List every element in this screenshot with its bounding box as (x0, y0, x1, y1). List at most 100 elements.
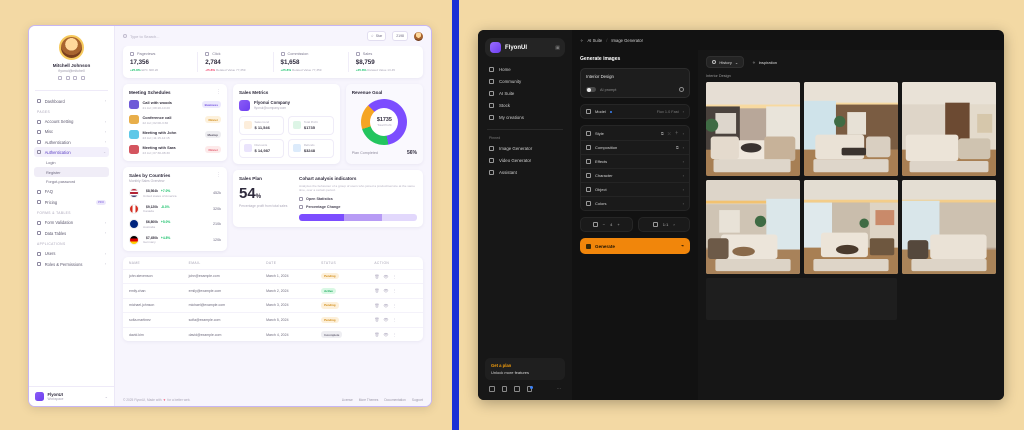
get-a-plan-card[interactable]: Get a plan Unlock more features (485, 358, 565, 380)
nav-item-ai-suite[interactable]: AI Suite (485, 88, 565, 100)
star-button[interactable]: ☆ Star (366, 31, 387, 41)
help-icon[interactable] (489, 386, 495, 392)
more-vertical-icon[interactable]: ⋮ (392, 332, 397, 338)
generated-image[interactable] (706, 82, 800, 177)
panel-collapse-icon[interactable]: ▣ (555, 44, 560, 51)
inspiration-button[interactable]: ✧ Inspiration (752, 60, 777, 65)
sidebar-item-data-tables[interactable]: Data Tables › (34, 228, 109, 238)
option-style[interactable]: Style ⧉ ⤫ ＋ › (581, 126, 689, 140)
eye-icon[interactable]: 👁 (383, 332, 389, 338)
more-vertical-icon[interactable]: ⋮ (392, 273, 397, 279)
plus-icon[interactable]: ＋ (674, 130, 679, 136)
meeting-item[interactable]: Meeting with Sara 23 Jul | 07:30-08:30 Di… (129, 145, 221, 155)
sidebar-item-account-setting[interactable]: Account Setting › (34, 117, 109, 127)
option-character[interactable]: Character › (581, 168, 689, 182)
link-icon[interactable] (73, 76, 78, 80)
more-vertical-icon[interactable]: ⋮ (392, 288, 397, 294)
eye-icon[interactable]: 👁 (383, 302, 389, 308)
nav-item-stock[interactable]: Stock (485, 99, 565, 111)
history-dropdown[interactable]: History ⌄ (706, 56, 745, 69)
image-count-stepper[interactable]: − 4 + (580, 217, 633, 233)
sidebar-item-roles-permissions[interactable]: Roles & Permissions › (34, 259, 109, 269)
sidebar-item-pricing[interactable]: Pricing PRO (34, 197, 109, 207)
footer-link-license[interactable]: License (341, 398, 353, 402)
pinned-item-video-generator[interactable]: Video Generator (485, 155, 565, 167)
more-icon[interactable]: ⋯ (556, 386, 561, 391)
breadcrumb-root[interactable]: AI Suite (587, 37, 603, 43)
kpi-note: EPC 308.20 (141, 67, 159, 72)
trash-icon[interactable]: 🗑 (374, 332, 380, 338)
share-icon[interactable]: ⌁ (681, 243, 684, 249)
footer-link-more-themes[interactable]: More Themes (358, 398, 379, 402)
trash-icon[interactable]: 🗑 (374, 317, 380, 323)
meeting-item[interactable]: Call with woods 21 Jul | 08:20-10:20 Busi… (129, 100, 221, 110)
aspect-ratio-selector[interactable]: 1:1 › (637, 217, 690, 233)
option-effects[interactable]: Effects › (581, 154, 689, 168)
open-statistics-row[interactable]: Open Statistics (299, 197, 417, 202)
ai-prompt-toggle[interactable] (586, 87, 596, 93)
eye-icon[interactable]: 👁 (383, 317, 389, 323)
sidebar-subitem-login[interactable]: Login (46, 159, 56, 165)
nav-item-my-creations[interactable]: My creations (485, 111, 565, 123)
generated-image[interactable] (804, 82, 898, 177)
ai-brand[interactable]: FlyonUI ▣ (485, 38, 565, 57)
globe-icon[interactable] (65, 76, 70, 80)
more-vertical-icon[interactable]: ⋮ (216, 171, 221, 178)
generated-image[interactable] (706, 180, 800, 275)
meeting-item[interactable]: Meeting with John 23 Jul | 11:15-12:15 Me… (129, 130, 221, 140)
footer-link-support[interactable]: Support (411, 398, 423, 402)
decrement-button[interactable]: − (602, 222, 606, 228)
nav-item-home[interactable]: Home (485, 64, 565, 76)
trash-icon[interactable]: 🗑 (374, 302, 380, 308)
chevron-down-icon[interactable]: ⌄ (104, 394, 108, 399)
more-vertical-icon[interactable]: ⋮ (216, 88, 221, 95)
chat-icon[interactable] (80, 76, 85, 80)
percentage-change-row[interactable]: Percentage Change (299, 205, 417, 210)
generated-image[interactable] (902, 82, 996, 177)
nav-item-community[interactable]: Community (485, 76, 565, 88)
option-object[interactable]: Object › (581, 182, 689, 196)
gear-icon[interactable] (679, 87, 684, 93)
prompt-text[interactable]: Interior Design (586, 74, 614, 79)
print-icon[interactable] (501, 386, 507, 392)
sidebar-workspace-switcher[interactable]: FlyonUI Workspace ⌄ (29, 386, 114, 406)
prompt-box[interactable]: Interior Design AI prompt (580, 68, 690, 99)
sidebar-item-faq[interactable]: FAQ (34, 187, 109, 197)
pinned-item-assistant[interactable]: Assistant (485, 166, 565, 178)
eye-icon[interactable]: 👁 (383, 273, 389, 279)
eye-icon[interactable]: 👁 (383, 288, 389, 294)
copy-icon[interactable]: ⧉ (660, 130, 664, 136)
copy-icon[interactable]: ⧉ (675, 145, 679, 151)
sidebar-item-users[interactable]: Users › (34, 249, 109, 259)
facebook-icon[interactable] (58, 76, 63, 80)
sidebar-item-dashboard[interactable]: Dashboard › (34, 96, 109, 106)
increment-button[interactable]: + (617, 222, 620, 228)
generate-button[interactable]: Generate ⌁ (580, 238, 690, 255)
social-links[interactable] (29, 76, 114, 80)
generated-image[interactable] (902, 180, 996, 275)
topbar-avatar[interactable] (414, 31, 423, 41)
option-composition[interactable]: Composition ⧉ › (581, 140, 689, 154)
sidebar-item-authentication[interactable]: Authentication › (34, 137, 109, 147)
sidebar-item-misc[interactable]: Misc › (34, 127, 109, 137)
more-vertical-icon[interactable]: ⋮ (392, 317, 397, 323)
more-vertical-icon[interactable]: ⋮ (392, 302, 397, 308)
meeting-item[interactable]: Conference call 22 Jul | 02:00-3:30 Dinne… (129, 115, 221, 125)
pro-badge: PRO (95, 199, 106, 205)
credits-icon[interactable] (514, 386, 520, 392)
sidebar-item-form-validation[interactable]: Form Validation › (34, 218, 109, 228)
shuffle-icon[interactable]: ⤫ (667, 130, 671, 136)
nav-section-applications: APPLICATIONS (37, 242, 66, 247)
trash-icon[interactable]: 🗑 (374, 288, 380, 294)
pinned-item-image-generator[interactable]: Image Generator (485, 143, 565, 155)
sidebar-item-authentication-expanded[interactable]: Authentication ⌄ (34, 147, 109, 158)
search-input[interactable]: Type to Search... (123, 34, 361, 39)
sidebar-subitem-register[interactable]: Register (34, 167, 109, 177)
option-colors[interactable]: Colors › (581, 196, 689, 210)
notification-icon[interactable] (526, 385, 532, 392)
footer-link-documentation[interactable]: Documentation (384, 398, 406, 402)
option-model[interactable]: Model Flux 1.0 Fast › (581, 105, 689, 118)
sidebar-subitem-forgot-password[interactable]: Forgot-password (46, 179, 76, 185)
generated-image[interactable] (804, 180, 898, 275)
trash-icon[interactable]: 🗑 (374, 273, 380, 279)
